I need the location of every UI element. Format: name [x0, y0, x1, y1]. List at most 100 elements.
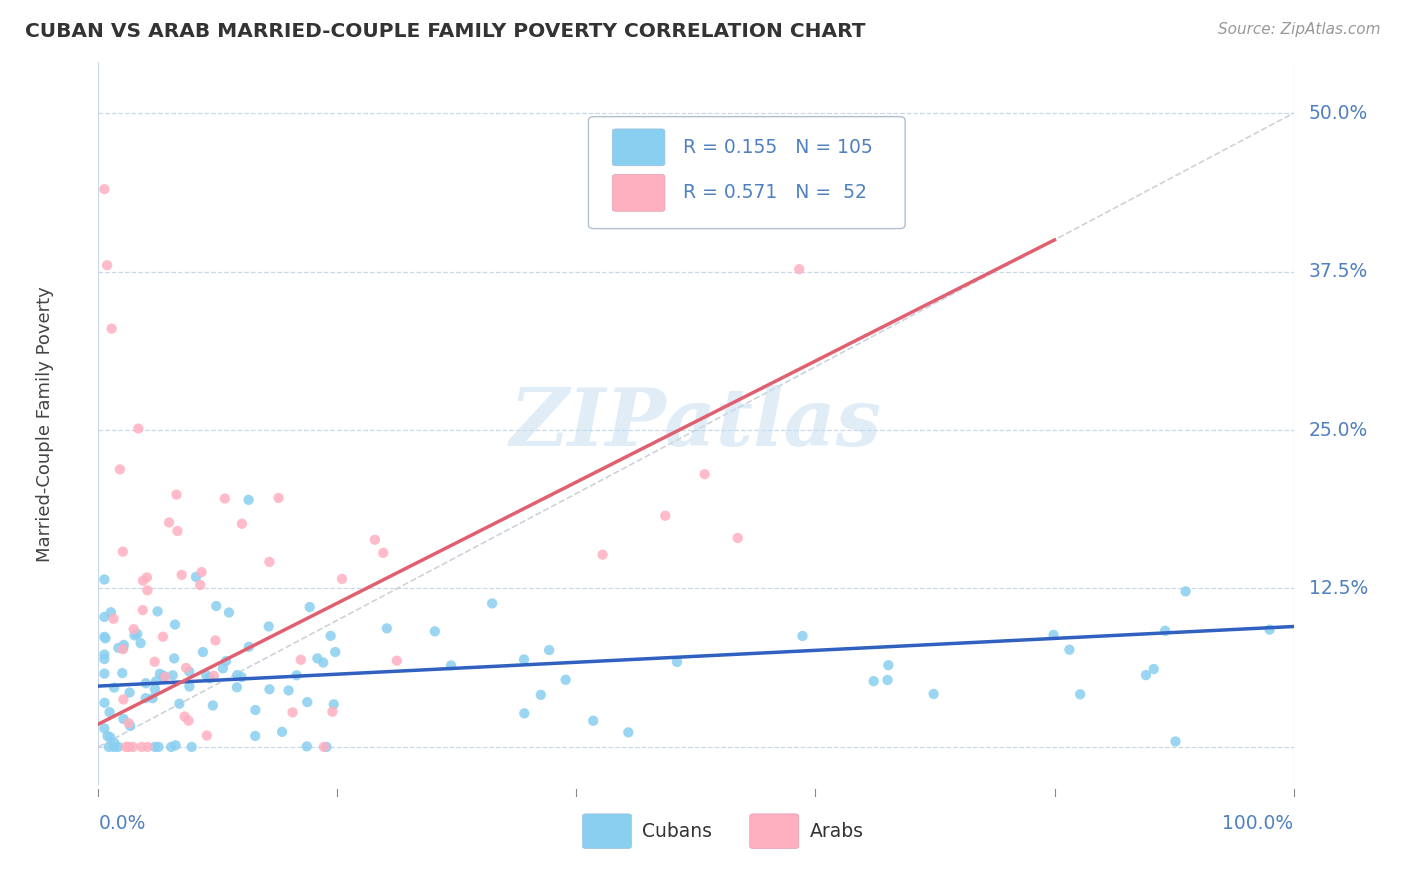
- Point: [231, 670, 253, 684]
- Point: [277, 683, 299, 698]
- Point: [876, 673, 898, 687]
- Point: [218, 606, 240, 620]
- Point: [666, 655, 689, 669]
- Point: [1174, 584, 1197, 599]
- Point: [184, 570, 207, 584]
- Point: [1059, 642, 1081, 657]
- Point: [693, 467, 716, 482]
- Point: [322, 698, 344, 712]
- Text: 37.5%: 37.5%: [1309, 262, 1368, 281]
- Point: [163, 617, 186, 632]
- Point: [195, 729, 218, 743]
- Point: [177, 714, 200, 728]
- Point: [100, 605, 122, 619]
- Point: [792, 629, 814, 643]
- Point: [129, 636, 152, 650]
- Point: [538, 643, 561, 657]
- Point: [481, 596, 503, 610]
- Point: [312, 739, 335, 754]
- Point: [226, 668, 249, 682]
- Point: [112, 638, 135, 652]
- Point: [103, 681, 125, 695]
- Point: [93, 573, 115, 587]
- Point: [297, 695, 319, 709]
- Point: [257, 619, 280, 633]
- Point: [146, 604, 169, 618]
- Point: [298, 600, 321, 615]
- Point: [93, 696, 115, 710]
- Point: [617, 725, 640, 739]
- Point: [152, 670, 174, 684]
- Point: [330, 572, 353, 586]
- Text: 100.0%: 100.0%: [1222, 814, 1294, 833]
- FancyBboxPatch shape: [613, 129, 665, 166]
- Point: [115, 739, 138, 754]
- Text: ZIPatlas: ZIPatlas: [510, 385, 882, 462]
- Text: Source: ZipAtlas.com: Source: ZipAtlas.com: [1218, 22, 1381, 37]
- Point: [120, 719, 142, 733]
- Point: [145, 674, 167, 689]
- Point: [143, 655, 166, 669]
- Point: [582, 714, 605, 728]
- Point: [111, 666, 134, 681]
- Point: [201, 698, 224, 713]
- Point: [267, 491, 290, 505]
- Point: [100, 321, 122, 335]
- Point: [124, 628, 146, 642]
- Point: [93, 722, 115, 736]
- Point: [245, 703, 267, 717]
- Point: [198, 671, 221, 685]
- Point: [174, 661, 197, 675]
- Point: [1154, 624, 1177, 638]
- Point: [188, 578, 211, 592]
- Point: [198, 671, 221, 685]
- Point: [93, 630, 115, 644]
- Point: [862, 674, 884, 689]
- Point: [290, 653, 312, 667]
- Point: [127, 627, 149, 641]
- Text: R = 0.155   N = 105: R = 0.155 N = 105: [683, 138, 873, 157]
- Point: [96, 729, 118, 743]
- Point: [285, 668, 308, 682]
- Point: [142, 691, 165, 706]
- Point: [787, 262, 810, 277]
- Point: [554, 673, 576, 687]
- Point: [170, 567, 193, 582]
- Point: [93, 182, 115, 196]
- Point: [215, 654, 238, 668]
- Point: [922, 687, 945, 701]
- Point: [135, 676, 157, 690]
- Point: [295, 739, 318, 754]
- Point: [214, 491, 236, 506]
- Point: [93, 610, 115, 624]
- FancyBboxPatch shape: [613, 175, 665, 211]
- Point: [212, 661, 235, 675]
- Point: [112, 712, 135, 726]
- Point: [1069, 687, 1091, 701]
- Point: [143, 739, 166, 754]
- Point: [877, 658, 900, 673]
- Point: [98, 730, 121, 744]
- Point: [259, 682, 281, 697]
- Point: [103, 736, 125, 750]
- Point: [153, 669, 176, 683]
- Point: [98, 705, 121, 719]
- Point: [166, 524, 188, 538]
- Point: [513, 706, 536, 721]
- Point: [97, 739, 120, 754]
- Point: [111, 642, 134, 657]
- Point: [312, 656, 335, 670]
- Point: [166, 488, 188, 502]
- Point: [530, 688, 553, 702]
- Point: [271, 724, 294, 739]
- Point: [1042, 628, 1064, 642]
- Point: [107, 739, 129, 754]
- Point: [127, 421, 149, 435]
- Point: [1164, 734, 1187, 748]
- Point: [440, 658, 463, 673]
- Point: [94, 632, 117, 646]
- Point: [202, 669, 225, 683]
- Point: [143, 682, 166, 697]
- Point: [1135, 668, 1157, 682]
- Point: [205, 599, 228, 613]
